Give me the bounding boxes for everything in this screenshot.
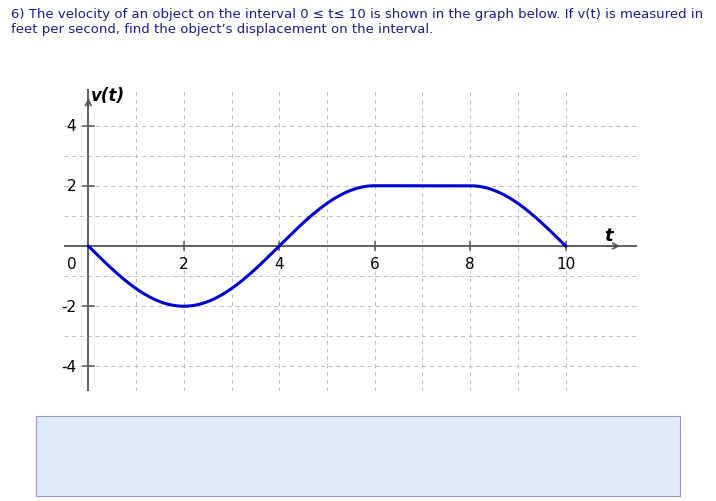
Text: 10: 10 xyxy=(556,256,575,271)
Text: 6) The velocity of an object on the interval 0 ≤ t≤ 10 is shown in the graph bel: 6) The velocity of an object on the inte… xyxy=(11,8,703,36)
Text: 2: 2 xyxy=(67,179,77,194)
Text: 0: 0 xyxy=(67,256,77,271)
Text: 6: 6 xyxy=(370,256,379,271)
Text: 8: 8 xyxy=(465,256,475,271)
Text: 2: 2 xyxy=(179,256,188,271)
Text: 4: 4 xyxy=(67,119,77,134)
Text: v(t): v(t) xyxy=(91,87,125,105)
Text: -4: -4 xyxy=(62,359,77,374)
Text: t: t xyxy=(604,227,613,245)
Text: -2: -2 xyxy=(62,299,77,314)
Text: 4: 4 xyxy=(274,256,284,271)
